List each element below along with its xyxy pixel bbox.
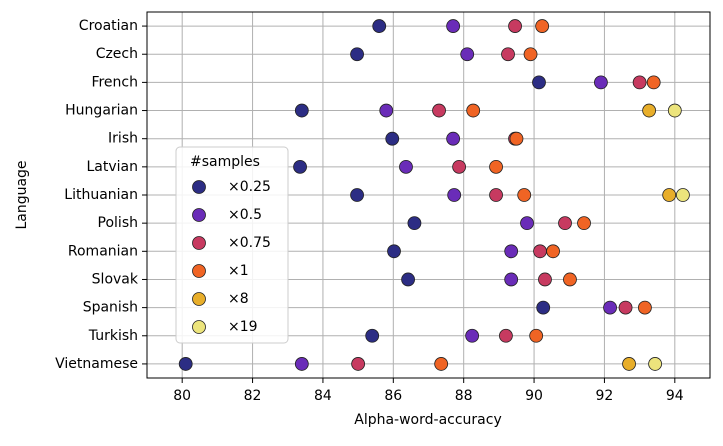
y-tick-label: Turkish: [88, 328, 138, 344]
dot: [447, 188, 462, 202]
dot: [460, 47, 475, 62]
dot: [577, 216, 591, 231]
dot: [387, 244, 401, 259]
x-tick-label: 82: [244, 388, 262, 404]
dot: [648, 357, 663, 371]
dot: [517, 188, 532, 202]
y-tick-label: Hungarian: [65, 103, 138, 119]
x-tick-label: 84: [314, 388, 332, 404]
x-tick-label: 94: [666, 388, 684, 404]
dot: [489, 159, 503, 174]
legend-title: #samples: [190, 154, 260, 170]
y-axis-label: Language: [14, 160, 30, 229]
legend-marker: [192, 320, 206, 334]
x-tick-label: 88: [455, 388, 473, 404]
dot: [465, 328, 480, 343]
dot: [504, 244, 519, 259]
legend-label: ×8: [228, 291, 249, 307]
dot: [536, 300, 551, 315]
y-tick-label: Romanian: [68, 243, 138, 259]
dot: [501, 47, 515, 62]
dot: [178, 357, 193, 371]
legend-marker: [192, 236, 206, 250]
dot: [365, 328, 380, 343]
dot: [350, 47, 364, 62]
dot: [401, 272, 415, 287]
dot: [466, 103, 481, 118]
dot: [646, 75, 661, 90]
dot: [638, 300, 652, 315]
y-tick-label: Irish: [108, 131, 138, 147]
dot: [523, 47, 538, 62]
dot: [489, 188, 503, 202]
dot: [293, 159, 307, 174]
legend-marker: [192, 264, 206, 278]
x-tick-label: 92: [596, 388, 614, 404]
x-tick-label: 90: [525, 388, 543, 404]
dot: [432, 103, 446, 118]
dot: [563, 272, 577, 287]
legend-label: ×0.75: [228, 235, 271, 251]
y-tick-label: Slovak: [92, 271, 139, 287]
dot: [618, 300, 633, 315]
dot: [294, 103, 309, 118]
x-tick-label: 86: [384, 388, 402, 404]
dot: [499, 328, 513, 343]
dot: [676, 188, 690, 202]
legend-label: ×19: [228, 319, 258, 335]
dot: [350, 188, 364, 202]
dot: [509, 131, 524, 146]
legend-label: ×1: [228, 263, 249, 279]
legend-marker: [192, 208, 206, 222]
legend-box: [175, 146, 289, 344]
dot: [385, 131, 400, 146]
plot-frame: [146, 11, 711, 379]
dot: [520, 216, 534, 231]
x-axis-label: Alpha-word-accuracy: [354, 412, 502, 428]
y-tick-label: Vietnamese: [55, 356, 138, 372]
legend-label: ×0.25: [228, 179, 271, 195]
dot: [533, 244, 547, 259]
dot: [632, 75, 647, 90]
dot: [532, 75, 546, 90]
dot: [407, 216, 422, 231]
dot: [508, 19, 522, 33]
dot: [538, 272, 552, 287]
dot: [351, 357, 366, 371]
x-tick-label: 80: [173, 388, 191, 404]
dot: [546, 244, 560, 259]
dot: [504, 272, 519, 287]
y-tick-label: Latvian: [87, 159, 139, 175]
dot: [594, 75, 608, 90]
y-tick-label: French: [91, 74, 138, 90]
dot: [535, 19, 550, 33]
dot: [642, 103, 657, 118]
dot: [529, 328, 544, 343]
dot: [446, 131, 461, 146]
y-tick-label: Croatian: [79, 18, 138, 34]
dot: [667, 103, 682, 118]
dot: [603, 300, 617, 315]
legend-label: ×0.5: [228, 207, 262, 223]
dot: [662, 188, 677, 202]
y-tick-label: Lithuanian: [64, 187, 138, 203]
dot: [446, 19, 461, 33]
dot: [399, 159, 413, 174]
legend-marker: [192, 292, 206, 306]
dot: [294, 357, 309, 371]
y-tick-label: Spanish: [83, 300, 138, 316]
dot: [622, 357, 636, 371]
legend: #samples ×0.25 ×0.5 ×0.75 ×1 ×8 ×19: [175, 146, 289, 344]
y-tick-label: Polish: [98, 215, 138, 231]
dot: [379, 103, 394, 118]
dot: [434, 357, 449, 371]
dot: [372, 19, 387, 33]
legend-marker: [192, 180, 206, 194]
dot: [558, 216, 572, 231]
y-tick-label: Czech: [96, 46, 138, 62]
dot: [452, 159, 467, 174]
